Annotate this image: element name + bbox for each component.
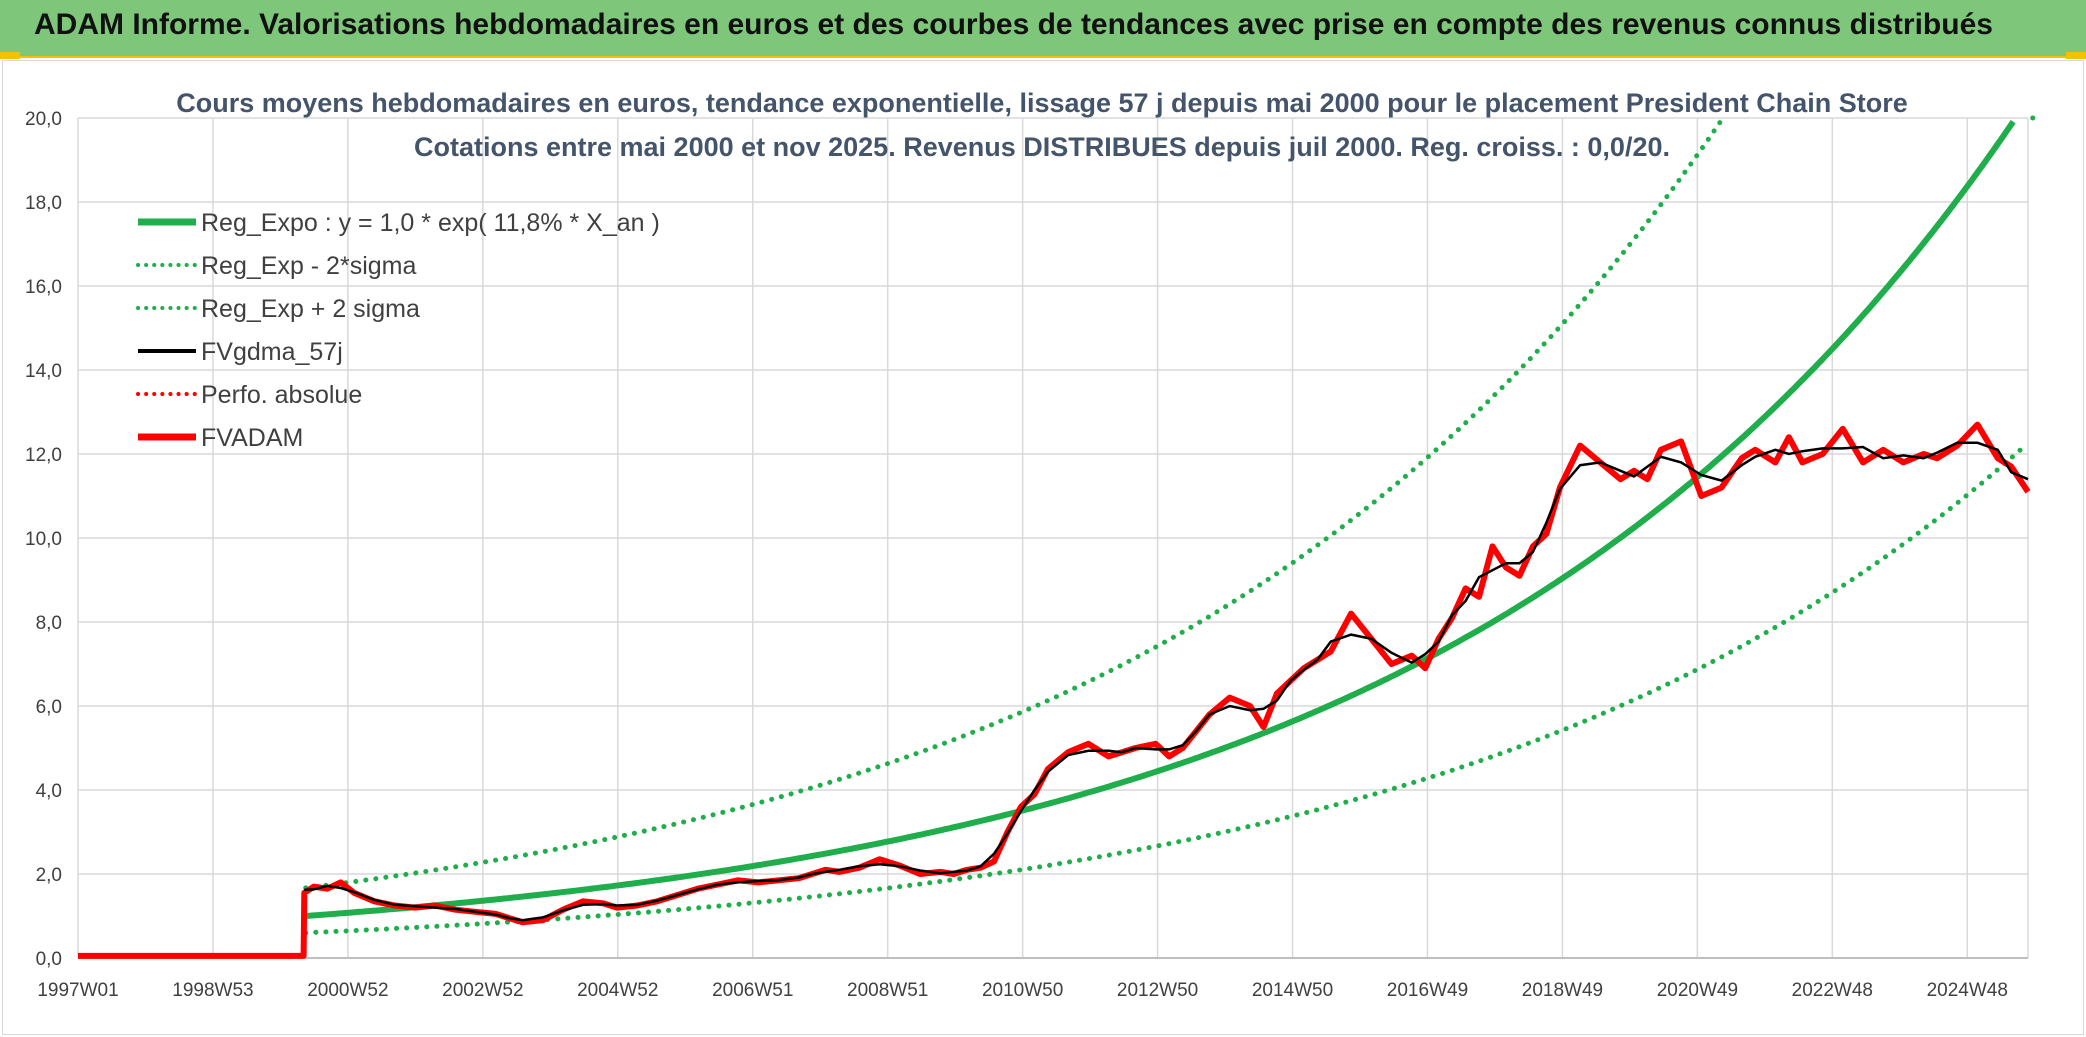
x-tick-label: 2010W50 xyxy=(982,980,1063,1001)
y-tick-label: 0,0 xyxy=(36,949,62,970)
corner-accent-right xyxy=(2066,52,2086,59)
x-tick-label: 1998W53 xyxy=(172,980,253,1001)
x-tick-label: 1997W01 xyxy=(37,980,118,1001)
legend-label: Reg_Expo : y = 1,0 * exp( 11,8% * X_an ) xyxy=(201,209,660,237)
x-tick-label: 2004W52 xyxy=(577,980,658,1001)
x-tick-label: 2008W51 xyxy=(847,980,928,1001)
corner-accent-left xyxy=(0,52,20,59)
y-tick-label: 16,0 xyxy=(25,277,62,298)
y-tick-label: 18,0 xyxy=(25,193,62,214)
chart-frame xyxy=(2,60,2084,1035)
series-lines xyxy=(78,115,2036,959)
x-axis: 1997W01 1998W53 2000W52 2002W52 2004W52 2006W… xyxy=(37,980,2008,1001)
x-tick-label: 2024W48 xyxy=(1927,980,2008,1001)
x-tick-label: 2014W50 xyxy=(1252,980,1333,1001)
x-tick-label: 2006W51 xyxy=(712,980,793,1001)
chart-title: Cours moyens hebdomadaires en euros, ten… xyxy=(176,88,1908,118)
y-tick-label: 12,0 xyxy=(25,445,62,466)
legend: Reg_Expo : y = 1,0 * exp( 11,8% * X_an )… xyxy=(136,209,660,452)
grid xyxy=(77,117,2029,959)
reg-exp-minus-2sigma-line xyxy=(303,441,2030,936)
fvgdma-57j-line xyxy=(304,441,2029,922)
x-tick-label: 2012W50 xyxy=(1117,980,1198,1001)
legend-label: Reg_Exp - 2*sigma xyxy=(201,252,416,280)
legend-label: Reg_Exp + 2 sigma xyxy=(201,295,420,323)
legend-label: FVgdma_57j xyxy=(201,338,343,366)
y-tick-label: 14,0 xyxy=(25,361,62,382)
reg-expo-line xyxy=(305,119,2016,919)
legend-label: FVADAM xyxy=(201,424,303,452)
report-title: ADAM Informe. Valorisations hebdomadaire… xyxy=(34,8,1993,41)
y-axis: 0,0 2,0 4,0 6,0 8,0 10,0 12,0 14,0 16,0 18,0 20,0 xyxy=(25,109,62,970)
legend-label: Perfo. absolue xyxy=(201,381,362,409)
x-tick-label: 2000W52 xyxy=(307,980,388,1001)
report-banner: ADAM Informe. Valorisations hebdomadaire… xyxy=(0,0,2086,58)
chart-subtitle: Cotations entre mai 2000 et nov 2025. Re… xyxy=(414,132,1670,162)
y-tick-label: 8,0 xyxy=(36,613,62,634)
y-tick-label: 10,0 xyxy=(25,529,62,550)
y-tick-label: 2,0 xyxy=(36,865,62,886)
x-tick-label: 2018W49 xyxy=(1522,980,1603,1001)
x-tick-label: 2022W48 xyxy=(1792,980,1873,1001)
y-tick-label: 6,0 xyxy=(36,697,62,718)
x-tick-label: 2002W52 xyxy=(442,980,523,1001)
fvadam-line xyxy=(78,421,2031,959)
y-tick-label: 20,0 xyxy=(25,109,62,130)
x-tick-label: 2020W49 xyxy=(1657,980,1738,1001)
y-tick-label: 4,0 xyxy=(36,781,62,802)
x-tick-label: 2016W49 xyxy=(1387,980,1468,1001)
